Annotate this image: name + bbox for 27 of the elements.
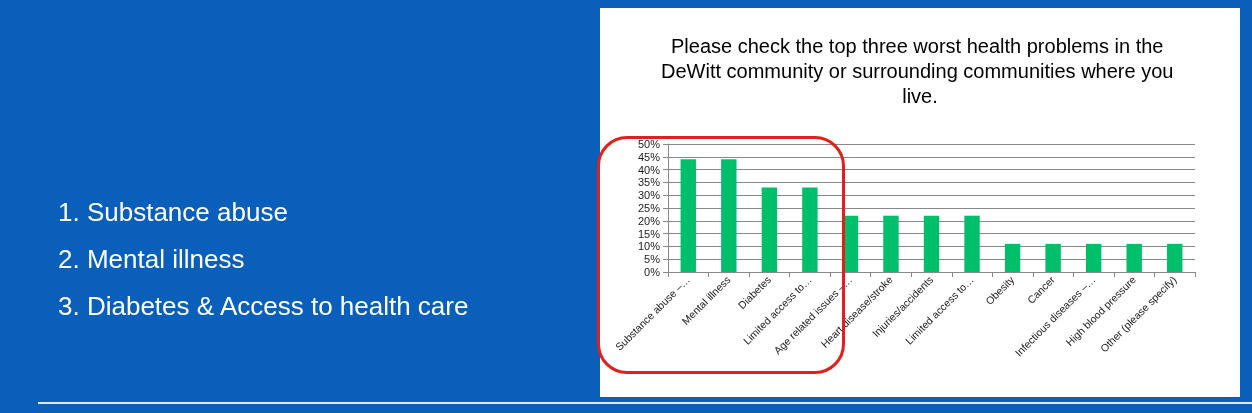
y-tick-label: 35% bbox=[637, 176, 661, 189]
bar bbox=[1126, 243, 1142, 272]
bar bbox=[680, 159, 696, 272]
y-tick-label: 10% bbox=[637, 240, 661, 253]
y-tick-label: 0% bbox=[644, 266, 661, 278]
text: 1. Substance abuse bbox=[58, 197, 288, 228]
y-tick-label: 5% bbox=[644, 253, 661, 266]
y-tick-label: 50% bbox=[637, 138, 661, 150]
bar bbox=[1045, 243, 1061, 272]
text: 2. Mental illness bbox=[58, 244, 245, 275]
bar bbox=[802, 187, 818, 272]
y-tick-label: 45% bbox=[637, 150, 661, 163]
chart-title: Please check the top three worst health problems in the DeWitt community or surrounding communities where you live. bbox=[661, 34, 1179, 107]
bar bbox=[964, 215, 980, 272]
text: 3. Diabetes & Access to health care bbox=[58, 291, 469, 322]
y-tick-label: 30% bbox=[637, 189, 661, 202]
y-tick-label: 40% bbox=[637, 163, 661, 176]
bar bbox=[923, 215, 940, 272]
bar bbox=[721, 159, 737, 272]
y-tick-label: 25% bbox=[637, 202, 661, 214]
bar bbox=[883, 215, 899, 272]
bar bbox=[761, 187, 778, 272]
y-tick-label: 20% bbox=[637, 214, 661, 227]
y-tick-label: 15% bbox=[637, 227, 661, 240]
bar bbox=[1004, 243, 1021, 272]
bar bbox=[1167, 243, 1183, 272]
bar bbox=[1085, 243, 1102, 272]
